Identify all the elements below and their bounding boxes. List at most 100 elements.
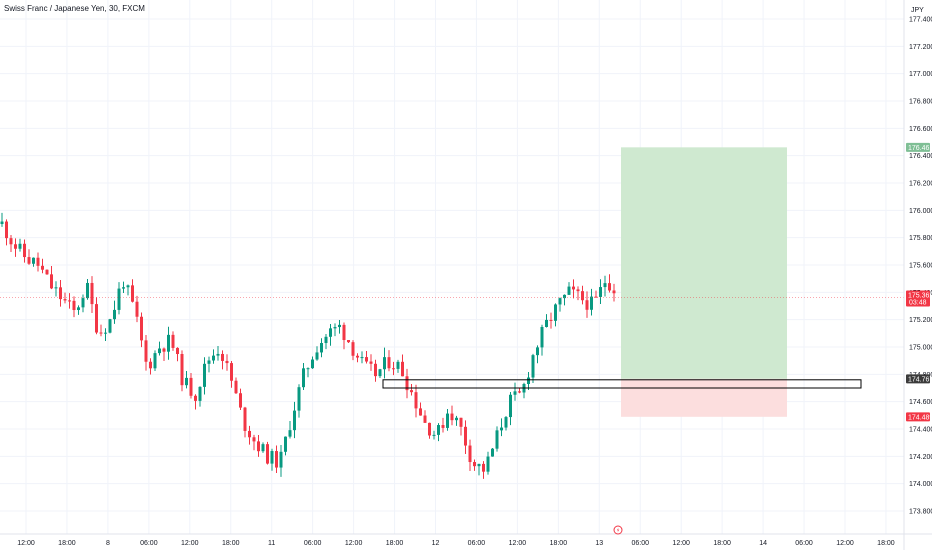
candle-body bbox=[387, 357, 391, 369]
candle-body bbox=[257, 441, 260, 452]
candle-body bbox=[122, 287, 125, 289]
candle-body bbox=[419, 408, 422, 416]
candle-body bbox=[477, 463, 481, 467]
candle-body bbox=[149, 361, 152, 369]
candle-body bbox=[414, 392, 418, 409]
price-tick-label: 176.000 bbox=[909, 208, 932, 215]
flash-icon[interactable] bbox=[613, 525, 623, 535]
candle-body bbox=[275, 451, 278, 468]
candle-body bbox=[378, 369, 382, 377]
candle-body bbox=[333, 327, 337, 329]
candle-body bbox=[113, 309, 116, 320]
candle-body bbox=[432, 434, 436, 436]
candle-body bbox=[554, 304, 557, 321]
loss-zone[interactable] bbox=[621, 378, 787, 417]
price-axis[interactable]: 177.400 177.200 177.000 176.800 176.600 176.4… bbox=[909, 17, 932, 516]
candle-body bbox=[81, 298, 85, 308]
candle-body bbox=[171, 334, 175, 348]
candle-body bbox=[450, 413, 454, 421]
candle-body bbox=[356, 355, 359, 358]
candle-body bbox=[126, 285, 130, 288]
candle-body bbox=[540, 326, 544, 348]
candle-body bbox=[176, 347, 179, 355]
candle-body bbox=[428, 422, 431, 436]
candle-body bbox=[90, 282, 94, 305]
time-tick-label: 8 bbox=[106, 540, 110, 547]
candle-body bbox=[14, 244, 17, 249]
candle-body bbox=[455, 417, 458, 421]
candle-body bbox=[117, 288, 121, 310]
price-tick-label: 175.200 bbox=[909, 317, 932, 324]
candle-body bbox=[23, 243, 26, 258]
price-tick-label: 174.200 bbox=[909, 454, 932, 461]
candle-body bbox=[266, 444, 269, 464]
candle-body bbox=[27, 257, 31, 264]
candle-body bbox=[140, 316, 143, 341]
candle-body bbox=[500, 427, 503, 431]
candle-body bbox=[360, 357, 364, 359]
position-zones[interactable] bbox=[621, 147, 787, 417]
candle-body bbox=[536, 347, 539, 356]
candle-body bbox=[594, 296, 598, 298]
zone-box[interactable] bbox=[382, 379, 862, 389]
price-tick-label: 177.000 bbox=[909, 71, 932, 78]
candle-body bbox=[486, 456, 490, 472]
time-tick-label: 06:00 bbox=[140, 540, 158, 547]
candle-body bbox=[581, 291, 584, 301]
candle-body bbox=[518, 391, 521, 393]
candle-body bbox=[32, 257, 35, 264]
candle-body bbox=[185, 377, 188, 386]
candle-body bbox=[198, 386, 202, 401]
candle-body bbox=[230, 363, 233, 381]
candle-body bbox=[311, 359, 314, 369]
profit-zone[interactable] bbox=[621, 147, 787, 379]
time-tick-label: 12:00 bbox=[345, 540, 363, 547]
candle-body bbox=[464, 426, 467, 446]
candle-body bbox=[459, 417, 463, 427]
time-tick-label: 06:00 bbox=[631, 540, 649, 547]
candle-body bbox=[590, 296, 593, 310]
candle-body bbox=[392, 368, 395, 370]
candle-body bbox=[572, 286, 575, 290]
candle-body bbox=[59, 287, 62, 300]
time-tick-label: 18:00 bbox=[386, 540, 404, 547]
candle-body bbox=[293, 410, 296, 431]
candle-body bbox=[468, 445, 472, 463]
candle-body bbox=[99, 332, 103, 334]
candle-body bbox=[504, 417, 508, 428]
time-axis[interactable]: 12:00 18:00 8 06:00 12:00 18:00 11 06:00 12:00 18… bbox=[17, 540, 895, 547]
candle-body bbox=[585, 300, 589, 310]
entry-price-tag-bg bbox=[906, 374, 930, 384]
time-tick-label: 06:00 bbox=[468, 540, 486, 547]
target-price-tag: 176.461 bbox=[908, 145, 932, 152]
candle-body bbox=[338, 324, 341, 328]
candle-body bbox=[513, 391, 517, 395]
candle-body bbox=[531, 355, 535, 378]
candle-body bbox=[473, 462, 476, 467]
candle-body bbox=[203, 363, 206, 387]
candle-body bbox=[86, 282, 89, 299]
candle-body bbox=[45, 269, 49, 275]
price-tick-label: 174.600 bbox=[909, 399, 932, 406]
candle-body bbox=[351, 342, 355, 356]
time-tick-label: 13 bbox=[595, 540, 603, 547]
price-tick-label: 175.000 bbox=[909, 345, 932, 352]
candle-body bbox=[608, 283, 611, 291]
candle-body bbox=[36, 257, 40, 266]
price-tick-label: 176.200 bbox=[909, 181, 932, 188]
time-tick-label: 12:00 bbox=[17, 540, 35, 547]
time-tick-label: 18:00 bbox=[877, 540, 895, 547]
candle-body bbox=[221, 353, 224, 361]
candle-body bbox=[243, 407, 247, 431]
candle-body bbox=[9, 238, 13, 245]
time-tick-label: 06:00 bbox=[795, 540, 813, 547]
candle-body bbox=[180, 354, 184, 386]
price-tick-label: 173.800 bbox=[909, 509, 932, 516]
entry-price-tag: 174.767 bbox=[908, 376, 932, 383]
candle-body bbox=[437, 425, 440, 435]
target-price-tag-bg bbox=[906, 142, 930, 152]
candle-body bbox=[405, 376, 409, 391]
candle-body bbox=[5, 221, 8, 239]
